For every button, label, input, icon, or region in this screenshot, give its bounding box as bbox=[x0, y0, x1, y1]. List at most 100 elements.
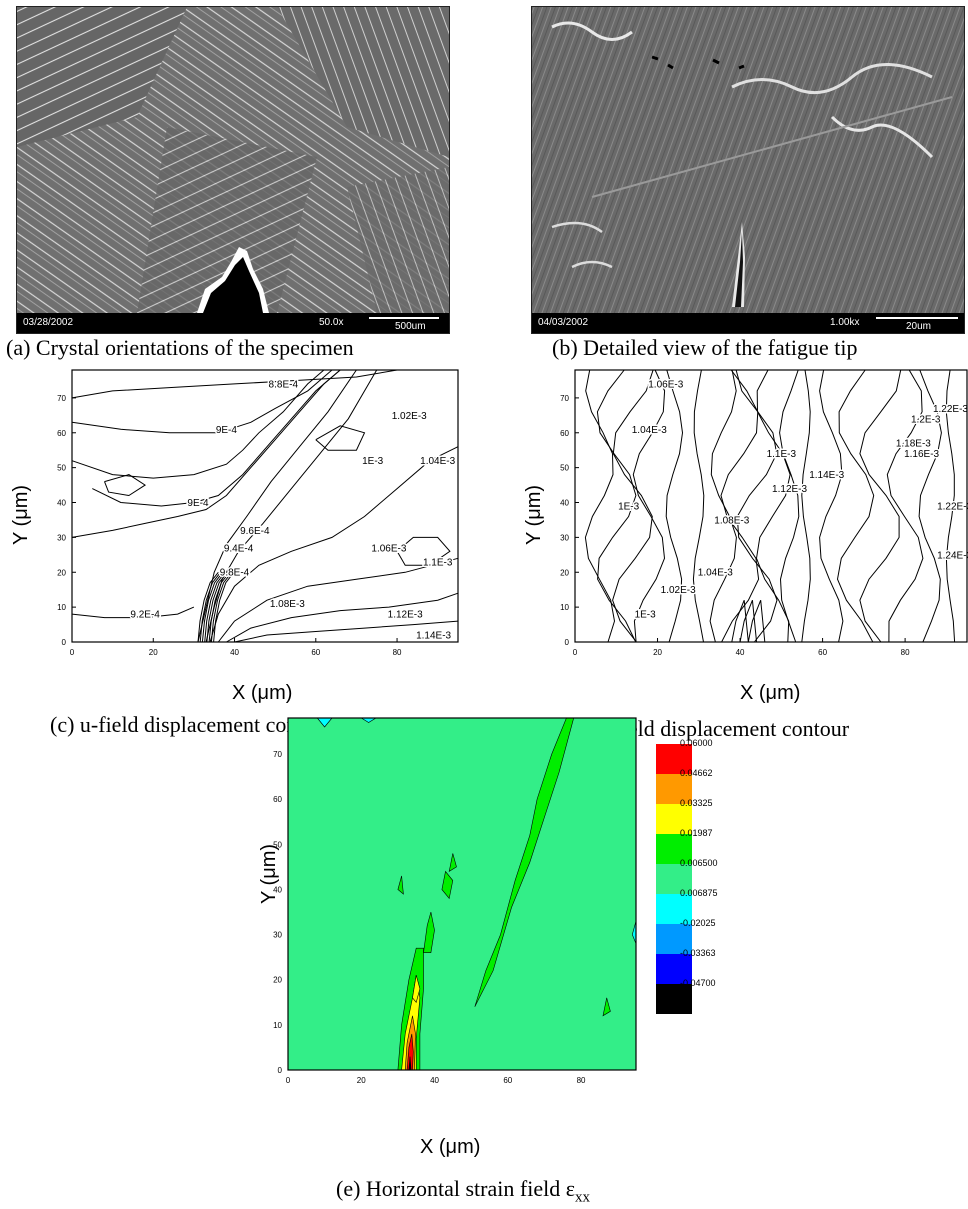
contour-label: 1.12E-3 bbox=[772, 484, 807, 495]
contour-line bbox=[210, 571, 233, 643]
x-tick-label: 80 bbox=[577, 1076, 586, 1085]
legend-swatch bbox=[656, 984, 692, 1014]
plot-frame bbox=[574, 369, 968, 643]
contour-label: 1.06E-3 bbox=[648, 379, 683, 390]
x-tick-label: 20 bbox=[357, 1076, 366, 1085]
x-tick-label: 0 bbox=[286, 1076, 291, 1085]
contour-line bbox=[819, 369, 844, 643]
contour-label: 1.04E-3 bbox=[632, 425, 667, 436]
legend-label: 0.03325 bbox=[680, 798, 713, 808]
legend-swatch bbox=[656, 954, 692, 984]
contour-label: 1.08E-3 bbox=[714, 515, 749, 526]
contour-line bbox=[584, 369, 616, 643]
x-tick-label: 40 bbox=[230, 648, 239, 657]
strain-field-plot: 0 20 40 60 80 0 10 20 30 40 50 60 70 bbox=[273, 717, 637, 1085]
contour-label: 1.08E-3 bbox=[270, 599, 305, 610]
x-tick-label: 80 bbox=[901, 648, 910, 657]
y-tick-label: 10 bbox=[560, 603, 569, 612]
contour-label: 9E-4 bbox=[216, 425, 238, 436]
caption-e-subscript: xx bbox=[574, 1189, 590, 1206]
contour-label: 9.8E-4 bbox=[220, 568, 250, 579]
contour-line bbox=[836, 369, 875, 643]
caption-e-main: (e) Horizontal strain field ε bbox=[336, 1176, 575, 1201]
caption-c: (c) u-field displacement contour bbox=[50, 712, 333, 737]
legend-label: -0.03363 bbox=[680, 948, 716, 958]
sem-magnification: 1.00kx bbox=[830, 317, 860, 328]
x-axis-title-d: X (μm) bbox=[740, 682, 801, 704]
contour-line bbox=[612, 369, 654, 643]
legend-swatch bbox=[656, 804, 692, 834]
contour-line bbox=[739, 599, 758, 643]
y-tick-label: 0 bbox=[565, 638, 570, 647]
sem-microstructure-a bbox=[17, 7, 449, 313]
contour-line bbox=[234, 620, 459, 643]
caption-b: (b) Detailed view of the fatigue tip bbox=[552, 335, 858, 360]
contour-label: 1.02E-3 bbox=[661, 585, 696, 596]
contour-label: 1.22E-3 bbox=[937, 501, 968, 512]
contour-label: 1.2E-3 bbox=[911, 414, 941, 425]
x-tick-label: 20 bbox=[653, 648, 662, 657]
contour-line bbox=[206, 571, 228, 643]
contour-label: 1.1E-3 bbox=[423, 557, 453, 568]
contour-label: 9.6E-4 bbox=[240, 526, 270, 537]
contour-label: 1E-3 bbox=[635, 610, 657, 621]
y-tick-label: 50 bbox=[273, 840, 282, 849]
y-tick-label: 10 bbox=[273, 1021, 282, 1030]
u-field-contour-plot: 0 20 40 60 80 0 10 20 30 40 50 60 70 8.8E-4 9E-4 1.02E-… bbox=[57, 369, 459, 657]
y-tick-label: 70 bbox=[560, 394, 569, 403]
contour-label: 1.14E-3 bbox=[416, 631, 451, 642]
strain-spot bbox=[441, 870, 454, 900]
contour-label: 1.06E-3 bbox=[371, 543, 406, 554]
sem-image-crystal-orientations: 03/28/2002 50.0x 500um bbox=[16, 6, 450, 334]
strain-hot-spot bbox=[412, 975, 421, 1003]
y-tick-label: 20 bbox=[273, 976, 282, 985]
sem-magnification: 50.0x bbox=[319, 317, 344, 328]
y-axis-title-c: Y (μm) bbox=[10, 484, 32, 545]
sem-image-fatigue-tip: 04/03/2002 1.00kx 20um bbox=[531, 6, 965, 334]
contour-label: 1.22E-3 bbox=[933, 404, 968, 415]
legend-swatch bbox=[656, 774, 692, 804]
contour-label: 1.04E-3 bbox=[698, 568, 733, 579]
x-tick-label: 20 bbox=[149, 648, 158, 657]
caption-a: (a) Crystal orientations of the specimen bbox=[6, 335, 354, 360]
y-tick-label: 60 bbox=[273, 795, 282, 804]
contour-line bbox=[596, 369, 637, 643]
y-tick-label: 70 bbox=[57, 394, 66, 403]
contour-line bbox=[779, 369, 800, 643]
contour-line bbox=[226, 592, 459, 643]
contour-line bbox=[199, 571, 221, 643]
legend-swatch bbox=[656, 894, 692, 924]
y-tick-label: 30 bbox=[273, 931, 282, 940]
x-tick-label: 40 bbox=[430, 1076, 439, 1085]
y-tick-label: 60 bbox=[57, 429, 66, 438]
y-tick-label: 30 bbox=[560, 533, 569, 542]
y-tick-label: 40 bbox=[560, 499, 569, 508]
contour-line bbox=[665, 369, 684, 643]
legend-swatch bbox=[656, 864, 692, 894]
x-tick-label: 60 bbox=[311, 648, 320, 657]
y-tick-label: 40 bbox=[57, 499, 66, 508]
sem-scale-label: 500um bbox=[395, 321, 426, 332]
sem-info-bar: 03/28/2002 50.0x 500um bbox=[17, 313, 449, 333]
y-tick-label: 70 bbox=[273, 750, 282, 759]
y-tick-label: 50 bbox=[560, 464, 569, 473]
strain-spot bbox=[423, 912, 435, 953]
contour-line bbox=[731, 599, 749, 643]
y-tick-label: 40 bbox=[273, 885, 282, 894]
contour-label: 1.1E-3 bbox=[767, 449, 797, 460]
scale-bar bbox=[876, 317, 958, 319]
contour-line bbox=[205, 369, 378, 643]
legend-label: 0.04662 bbox=[680, 768, 713, 778]
y-tick-label: 60 bbox=[560, 429, 569, 438]
sem-microstructure-b bbox=[532, 7, 964, 313]
y-axis-title-d: Y (μm) bbox=[523, 484, 545, 545]
y-tick-label: 50 bbox=[57, 464, 66, 473]
x-tick-label: 60 bbox=[503, 1076, 512, 1085]
legend-label: -0.04700 bbox=[680, 978, 716, 988]
contour-line bbox=[217, 557, 459, 643]
contour-line bbox=[396, 536, 451, 566]
x-tick-label: 60 bbox=[818, 648, 827, 657]
x-tick-label: 0 bbox=[70, 648, 75, 657]
legend-swatch bbox=[656, 744, 692, 774]
y-tick-label: 30 bbox=[57, 533, 66, 542]
